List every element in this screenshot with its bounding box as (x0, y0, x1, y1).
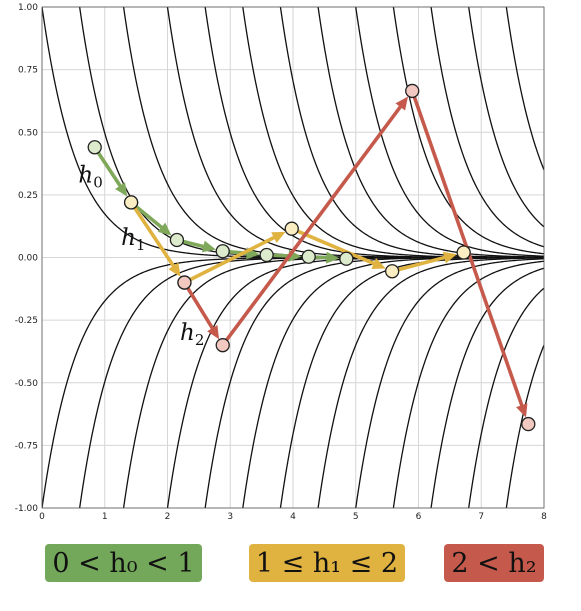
arrow-red-shaft (227, 107, 400, 340)
point-green (260, 248, 273, 261)
plot-svg: 0 1 2 3 4 5 6 7 8 1.00 0.75 0.50 0.25 0.00 -0.25 -0.50 -… (0, 0, 581, 540)
solution-curve (115, 258, 544, 541)
point-red (522, 418, 535, 431)
x-tick-label: 6 (416, 512, 422, 522)
axis-layer: 0 1 2 3 4 5 6 7 8 1.00 0.75 0.50 0.25 0.00 -0.25 -0.50 -… (15, 3, 547, 522)
y-tick-label: 0.25 (18, 191, 38, 201)
solution-curve (196, 0, 544, 257)
annotation-sub: 0 (93, 173, 103, 191)
arrow-green-head (202, 241, 216, 253)
figure: 0 1 2 3 4 5 6 7 8 1.00 0.75 0.50 0.25 0.00 -0.25 -0.50 -… (0, 0, 581, 540)
label-layer: h0 h1 h2 (78, 162, 204, 349)
point-yellow (457, 246, 470, 259)
solution-curve (422, 0, 544, 247)
point-green (170, 233, 183, 246)
x-tick-label: 0 (39, 512, 45, 522)
arrow-green-head (326, 252, 339, 264)
point-yellow (125, 196, 138, 209)
annotation-h0: h0 (78, 162, 102, 191)
y-tick-label: -1.00 (15, 504, 39, 514)
arrow-green-shaft (184, 242, 204, 247)
y-tick-label: 1.00 (18, 3, 38, 13)
legend-green-label: 0 < h₀ < 1 (52, 548, 194, 579)
solution-curve (498, 0, 544, 170)
x-tick-label: 3 (227, 512, 233, 522)
solution-curve (347, 259, 544, 540)
legend-green: 0 < h₀ < 1 (45, 544, 202, 582)
y-tick-label: -0.50 (15, 379, 39, 389)
point-yellow (386, 265, 399, 278)
legend-yellow: 1 ≤ h₁ ≤ 2 (249, 544, 405, 582)
solution-curve (460, 0, 544, 227)
solution-curve (347, 0, 544, 256)
y-tick-label: 0.00 (18, 254, 38, 264)
annotation-sub: 1 (136, 236, 146, 254)
legend-red: 2 < h₂ (444, 544, 544, 582)
legend-yellow-label: 1 ≤ h₁ ≤ 2 (256, 548, 398, 579)
arrow-green-shaft (274, 255, 289, 256)
solution-curve (498, 345, 544, 540)
solution-curve (196, 258, 544, 540)
x-tick-label: 2 (165, 512, 171, 522)
x-tick-label: 5 (353, 512, 359, 522)
x-tick-label: 8 (541, 512, 547, 522)
y-tick-label: 0.75 (18, 66, 38, 76)
x-tick-label: 4 (290, 512, 296, 522)
point-red (178, 276, 191, 289)
point-green (88, 141, 101, 154)
annotation-sub: 2 (195, 331, 205, 349)
solution-curve (385, 0, 544, 254)
arrow-green-shaft (316, 257, 327, 258)
point-green (216, 245, 229, 258)
y-tick-label: -0.25 (15, 316, 38, 326)
solution-curve (71, 258, 544, 541)
solution-curve (460, 288, 544, 540)
y-tick-label: -0.75 (15, 441, 38, 451)
y-tick-label: 0.50 (18, 128, 38, 138)
solution-curve (272, 0, 544, 257)
point-yellow (285, 222, 298, 235)
solution-curve (234, 258, 544, 540)
x-tick-label: 1 (102, 512, 108, 522)
point-green (340, 252, 353, 265)
legend-red-label: 2 < h₂ (451, 548, 536, 579)
annotation-h2: h2 (180, 320, 204, 349)
x-tick-label: 7 (478, 512, 484, 522)
point-red (406, 84, 419, 97)
arrow-red-head (516, 403, 527, 417)
point-red (216, 339, 229, 352)
solution-curve (272, 258, 544, 540)
solution-curve (115, 0, 544, 258)
annotation-h1: h1 (121, 225, 145, 254)
solution-curve (159, 0, 544, 257)
point-green (302, 250, 315, 263)
